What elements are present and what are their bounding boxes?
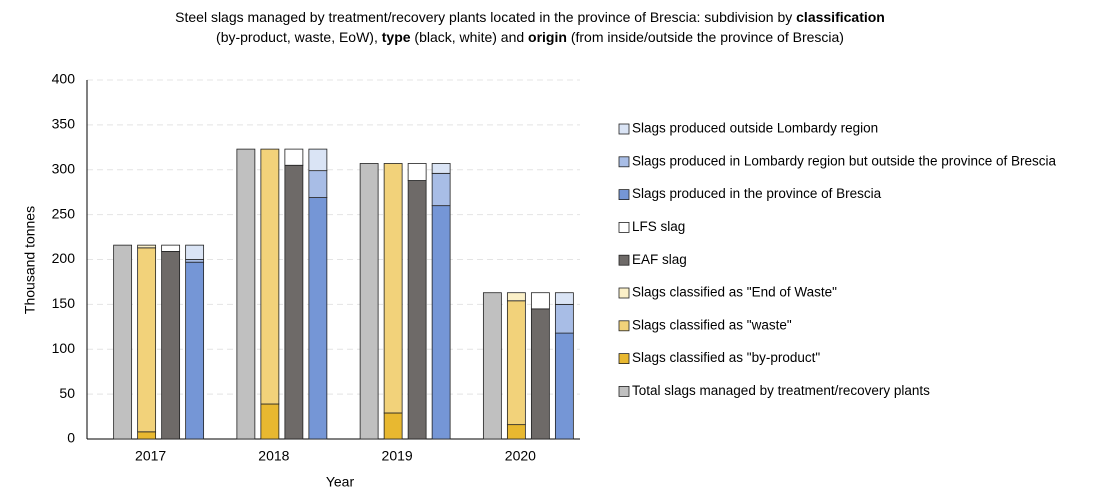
bar-segment xyxy=(260,403,280,440)
y-tick-label: 50 xyxy=(59,385,75,401)
y-tick-label: 150 xyxy=(52,295,76,311)
legend-swatch xyxy=(618,156,630,168)
x-axis-label: Year xyxy=(326,474,355,490)
title-part: origin xyxy=(528,29,567,45)
bar-segment xyxy=(431,172,451,207)
bar-segment xyxy=(554,303,574,334)
legend-label: Slags classified as "End of Waste" xyxy=(632,285,837,300)
bar-segment xyxy=(137,247,157,433)
legend-label: Slags classified as "waste" xyxy=(632,317,792,332)
legend-swatch xyxy=(618,221,630,233)
legend-swatch xyxy=(618,287,630,299)
title-part: (from inside/outside the province of Bre… xyxy=(567,29,844,45)
title-part: (by-product, waste, EoW), xyxy=(216,29,382,45)
legend-swatch xyxy=(618,385,630,397)
x-tick-label: 2017 xyxy=(135,448,166,464)
title-part: (black, white) and xyxy=(411,29,529,45)
bar-segment xyxy=(185,261,205,440)
bar-segment xyxy=(236,148,256,440)
bar-segment xyxy=(308,148,328,172)
legend-swatch xyxy=(618,254,630,266)
bar-segment xyxy=(137,431,157,440)
legend-swatch xyxy=(618,353,630,365)
bar-segment xyxy=(161,251,181,440)
legend-label: Total slags managed by treatment/recover… xyxy=(632,383,930,398)
legend-label: EAF slag xyxy=(632,252,687,267)
y-tick-label: 200 xyxy=(52,250,76,266)
bar-segment xyxy=(506,424,526,440)
chart-title: (by-product, waste, EoW), type (black, w… xyxy=(216,29,844,45)
bar-segment xyxy=(260,148,280,405)
y-tick-label: 100 xyxy=(52,340,76,356)
y-tick-label: 0 xyxy=(67,430,75,446)
bar-segment xyxy=(383,163,403,414)
x-tick-label: 2020 xyxy=(505,448,536,464)
y-tick-label: 250 xyxy=(52,205,76,221)
legend-label: Slags produced in the province of Bresci… xyxy=(632,186,882,201)
legend-label: LFS slag xyxy=(632,219,685,234)
bar-segment xyxy=(506,300,526,426)
legend-swatch xyxy=(618,189,630,201)
bar-segment xyxy=(530,292,550,310)
bar-segment xyxy=(284,148,304,166)
title-part: type xyxy=(382,29,411,45)
bar-segment xyxy=(359,163,379,440)
legend-swatch xyxy=(618,123,630,135)
bar-segment xyxy=(383,412,403,440)
y-axis-label: Thousand tonnes xyxy=(22,206,38,314)
legend-swatch xyxy=(618,320,630,332)
bar-segment xyxy=(407,163,427,181)
bar-segment xyxy=(431,205,451,440)
title-part: classification xyxy=(796,9,885,25)
bar-segment xyxy=(284,164,304,440)
bar-segment xyxy=(431,163,451,174)
bar-segment xyxy=(113,244,133,440)
bar-segment xyxy=(407,180,427,440)
bar-segment xyxy=(308,170,328,198)
x-tick-label: 2019 xyxy=(382,448,413,464)
bar-segment xyxy=(185,259,205,263)
bar-segment xyxy=(185,244,205,260)
y-tick-label: 400 xyxy=(52,71,76,87)
chart-title: Steel slags managed by treatment/recover… xyxy=(175,9,885,25)
bar-segment xyxy=(137,244,157,249)
y-tick-label: 350 xyxy=(52,116,76,132)
bar-segment xyxy=(482,292,502,440)
legend-label: Slags classified as "by-product" xyxy=(632,350,820,365)
bar-segment xyxy=(161,244,181,252)
bar-segment xyxy=(530,308,550,440)
bar-segment xyxy=(554,292,574,305)
bar-segment xyxy=(308,197,328,440)
legend-label: Slags produced outside Lombardy region xyxy=(632,121,878,136)
y-tick-label: 300 xyxy=(52,160,76,176)
bar-segment xyxy=(554,332,574,440)
bar-segment xyxy=(506,292,526,302)
legend-label: Slags produced in Lombardy region but ou… xyxy=(632,153,1056,168)
x-tick-label: 2018 xyxy=(258,448,289,464)
title-part: Steel slags managed by treatment/recover… xyxy=(175,9,796,25)
